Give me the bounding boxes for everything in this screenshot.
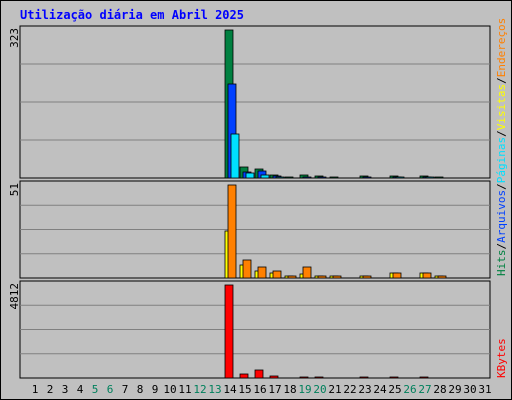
x-tick-label: 23	[358, 383, 371, 396]
x-tick-label: 12	[193, 383, 206, 396]
x-tick-label: 4	[77, 383, 84, 396]
bar-endereços-day-21	[333, 276, 341, 278]
x-tick-label: 25	[388, 383, 401, 396]
x-tick-label: 14	[223, 383, 237, 396]
legend-item-visitas: Visitas	[495, 84, 508, 130]
bar-hits-day-18	[285, 177, 293, 178]
bar-páginas-day-14	[231, 134, 239, 178]
x-tick-label: 29	[448, 383, 461, 396]
x-axis-labels: 1 2 3 4 5 6 7 8 9 10 11 12 13 14 15 16 17 18 19 20 21 22 23 24 2…	[32, 383, 492, 396]
chart-panels: 323 51 4812	[8, 26, 490, 378]
panel-bottom: 4812	[8, 281, 490, 378]
bar-endereços-day-23	[363, 276, 371, 278]
x-tick-label: 30	[463, 383, 476, 396]
bar-endereços-day-17	[273, 271, 281, 278]
bar-kbytes-day-20	[315, 377, 323, 378]
bar-kbytes-day-17	[270, 376, 278, 378]
x-tick-label: 6	[107, 383, 114, 396]
bar-endereços-day-15	[243, 260, 251, 278]
x-tick-label: 16	[253, 383, 266, 396]
x-tick-label: 26	[403, 383, 416, 396]
bar-páginas-day-17	[276, 177, 284, 178]
panel-top: 323	[8, 26, 490, 178]
x-tick-label: 19	[298, 383, 311, 396]
bar-páginas-day-27	[426, 177, 434, 178]
bar-endereços-day-14	[228, 185, 236, 278]
x-tick-label: 22	[343, 383, 356, 396]
bar-páginas-day-15	[246, 173, 254, 178]
x-tick-label: 2	[47, 383, 54, 396]
x-tick-label: 27	[418, 383, 431, 396]
bar-kbytes-day-19	[300, 377, 308, 378]
x-tick-label: 7	[122, 383, 129, 396]
legend-item-kbytes: KBytes	[495, 338, 508, 378]
bar-endereços-day-18	[288, 276, 296, 278]
x-tick-label: 31	[478, 383, 491, 396]
bar-endereços-day-27	[423, 273, 431, 278]
bar-endereços-day-28	[438, 276, 446, 278]
legend-text: Hits/Arquivos/Páginas/Visitas/Endereços	[495, 18, 508, 276]
chart-title: Utilização diária em Abril 2025	[20, 8, 244, 22]
x-tick-label: 3	[62, 383, 69, 396]
x-tick-label: 8	[137, 383, 144, 396]
x-tick-label: 9	[152, 383, 159, 396]
legend-text: KBytes	[495, 338, 508, 378]
legend-item-páginas: Páginas	[495, 137, 508, 183]
bar-páginas-day-25	[396, 177, 404, 178]
legend-separator: /	[495, 243, 508, 250]
x-tick-label: 28	[433, 383, 446, 396]
bar-hits-day-28	[435, 177, 443, 178]
panel-top-max-label: 323	[8, 28, 21, 48]
x-tick-label: 15	[238, 383, 251, 396]
bar-kbytes-day-16	[255, 370, 263, 378]
panel-bottom-max-label: 4812	[8, 283, 21, 310]
bar-kbytes-day-25	[390, 377, 398, 378]
legend-item-hits: Hits	[495, 250, 508, 277]
bar-arquivos-day-23	[363, 177, 371, 178]
x-tick-label: 17	[268, 383, 281, 396]
x-tick-label: 18	[283, 383, 296, 396]
bar-kbytes-day-27	[420, 377, 428, 378]
legend-separator: /	[495, 77, 508, 84]
bar-kbytes-day-14	[225, 285, 233, 378]
x-tick-label: 1	[32, 383, 39, 396]
bar-arquivos-day-19	[303, 177, 311, 178]
bar-endereços-day-25	[393, 273, 401, 278]
panel-middle: 51	[8, 181, 490, 278]
x-tick-label: 10	[163, 383, 176, 396]
legend-separator: /	[495, 183, 508, 190]
legend-separator: /	[495, 130, 508, 137]
legend-item-endereços: Endereços	[495, 18, 508, 78]
bar-kbytes-day-15	[240, 374, 248, 378]
x-tick-label: 20	[313, 383, 326, 396]
legend-item-arquivos: Arquivos	[495, 190, 508, 243]
legend: Hits/Arquivos/Páginas/Visitas/EndereçosK…	[495, 18, 508, 378]
bar-páginas-day-16	[261, 175, 269, 178]
bar-endereços-day-19	[303, 267, 311, 278]
x-tick-label: 5	[92, 383, 99, 396]
bar-arquivos-day-20	[318, 177, 326, 178]
panel-middle-max-label: 51	[8, 183, 21, 196]
x-tick-label: 13	[208, 383, 221, 396]
bar-hits-day-21	[330, 177, 338, 178]
bar-kbytes-day-23	[360, 377, 368, 378]
bar-endereços-day-16	[258, 267, 266, 278]
x-tick-label: 24	[373, 383, 387, 396]
bar-endereços-day-20	[318, 276, 326, 278]
x-tick-label: 11	[178, 383, 191, 396]
x-tick-label: 21	[328, 383, 341, 396]
